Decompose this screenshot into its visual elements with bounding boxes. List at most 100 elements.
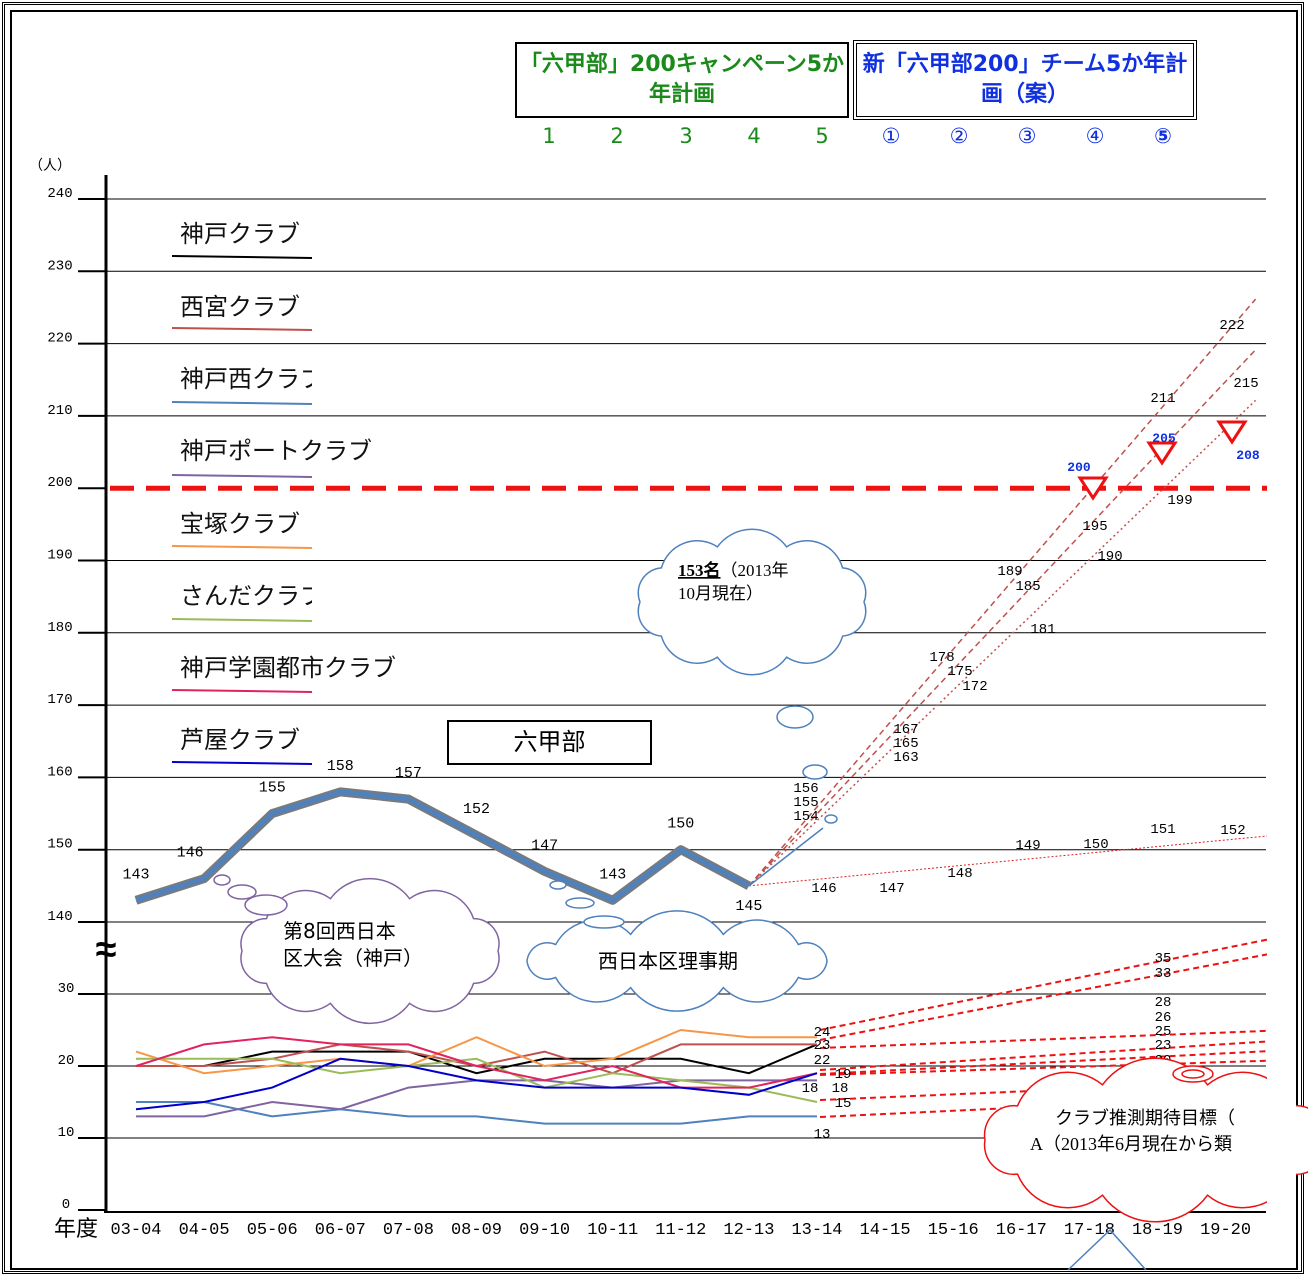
main-series-actual <box>748 827 824 887</box>
inner-frame <box>10 10 1298 1270</box>
club-end-label: 15 <box>835 1096 852 1112</box>
current-count-callout-text: 10月現在） <box>678 584 763 603</box>
callout-bubble <box>227 884 257 900</box>
team-year-1: ① <box>881 124 901 148</box>
projection-label: 181 <box>1030 622 1055 638</box>
club-target-label: 33 <box>1155 966 1172 982</box>
x-tick-label: 19-20 <box>1200 1221 1251 1240</box>
legend-label-kobe-nishi: 神戸西クラブ <box>180 365 312 393</box>
legend-label-gakuen-toshi: 神戸学園都市クラブ <box>180 654 396 682</box>
team-plan-title: 新「六甲部200」チーム5か年計画（案） <box>862 52 1188 107</box>
club-projection-line <box>819 949 1291 1041</box>
callout-bubble <box>244 894 288 916</box>
campaign-year-4: 4 <box>747 124 761 148</box>
club-projection-line <box>819 1039 1291 1071</box>
projection-label: 215 <box>1233 376 1258 392</box>
projection-label: 190 <box>1097 549 1122 565</box>
projection-label: 163 <box>893 750 918 766</box>
legend-swatch <box>171 401 313 405</box>
x-tick-label: 14-15 <box>860 1221 911 1240</box>
target-label: 200 <box>1067 460 1091 475</box>
x-tick-label: 13-14 <box>791 1221 842 1240</box>
campaign-year-5: 5 <box>815 124 829 148</box>
legend-swatch <box>171 761 313 765</box>
y-tick-label: 240 <box>47 186 72 202</box>
y-tick-label: 0 <box>62 1197 70 1213</box>
legend-label-sanda: さんだクラブ <box>180 582 312 610</box>
x-tick-label: 18-19 <box>1132 1221 1183 1240</box>
term-callout-text: 西日本区理事期 <box>598 949 738 973</box>
club-target-callout <box>983 1057 1308 1223</box>
main-series-value-label: 143 <box>122 866 149 883</box>
y-tick-label: 170 <box>47 692 72 708</box>
club-target-label: 26 <box>1155 1010 1172 1026</box>
y-tick-label: 20 <box>58 1053 75 1069</box>
projection-line <box>748 833 1291 887</box>
projection-label: 222 <box>1219 318 1244 334</box>
club-series-line <box>136 1043 818 1075</box>
y-tick-label: 140 <box>47 909 72 925</box>
projection-label: 151 <box>1150 822 1175 838</box>
arrow-shape <box>1067 1228 1147 1271</box>
club-projection-line <box>819 934 1291 1031</box>
club-series-line <box>135 1028 817 1075</box>
legend-swatch <box>171 327 313 331</box>
target-label: 208 <box>1236 448 1260 463</box>
current-count-callout-text: 153名（2013年 <box>678 560 789 580</box>
projection-label: 149 <box>1015 838 1040 854</box>
club-end-label: 19 <box>835 1067 852 1083</box>
legend-swatch <box>171 618 313 622</box>
legend-swatch <box>171 689 313 693</box>
projection-label: 185 <box>1015 579 1040 595</box>
target-triangle-icon <box>1077 476 1109 501</box>
club-series-line <box>136 1101 817 1125</box>
club-series-line <box>135 1036 818 1089</box>
x-tick-label: 12-13 <box>723 1221 774 1240</box>
projection-label: 146 <box>811 881 836 897</box>
projection-label: 167 <box>893 722 918 738</box>
x-tick-label: 15-16 <box>928 1221 979 1240</box>
main-series-value-label: 158 <box>327 758 354 775</box>
series-label: 六甲部 <box>513 728 586 756</box>
current-count-callout <box>637 528 867 676</box>
projection-label: 165 <box>893 736 918 752</box>
projection-label: 155 <box>793 795 818 811</box>
x-tick-label: 09-10 <box>519 1221 570 1240</box>
y-tick-label: 210 <box>47 403 72 419</box>
right-margin-mask <box>1267 12 1296 1266</box>
projection-label: 150 <box>1083 837 1108 853</box>
callout-bubble <box>1181 1069 1205 1079</box>
callout-bubble <box>213 874 231 886</box>
projection-label: 154 <box>793 809 818 825</box>
main-series-value-label: 150 <box>667 816 694 833</box>
projection-label: 199 <box>1167 493 1192 509</box>
y-tick-label: 30 <box>58 981 75 997</box>
callout-bubble <box>776 705 814 729</box>
series-label-box: 六甲部 <box>447 720 652 765</box>
campaign-title: 「六甲部」200キャンペーン5か年計画 <box>519 52 845 107</box>
callout-bubble <box>802 764 828 780</box>
team-year-3: ③ <box>1017 124 1037 148</box>
x-tick-label: 05-06 <box>247 1221 298 1240</box>
main-series-value-label: 146 <box>177 845 204 862</box>
main-series-value-label: 155 <box>259 780 286 797</box>
team-year-5: ⑤ <box>1154 124 1172 148</box>
campaign-year-1: 1 <box>542 124 556 148</box>
callout-bubble <box>565 897 595 909</box>
projection-label: 172 <box>962 679 987 695</box>
club-target-callout-text: クラブ推測期待目標（ <box>1055 1107 1235 1128</box>
axis-break-mark: ≈ <box>95 931 118 974</box>
x-tick-label: 07-08 <box>383 1221 434 1240</box>
projection-line <box>748 399 1257 887</box>
club-end-label: 18 <box>832 1081 849 1097</box>
legend-label-ashiya: 芦屋クラブ <box>180 726 300 754</box>
y-tick-label: 150 <box>47 837 72 853</box>
conference-callout-text: 第8回西日本 <box>283 919 396 943</box>
y-tick-label: 220 <box>47 331 72 347</box>
club-series-line <box>135 1057 818 1111</box>
y-axis-unit: （人） <box>29 158 71 174</box>
campaign-year-3: 3 <box>679 124 693 148</box>
conference-callout-text: 区大会（神戸） <box>283 946 423 970</box>
club-target-callout-text: A（2013年6月現在から類 <box>1030 1134 1232 1154</box>
